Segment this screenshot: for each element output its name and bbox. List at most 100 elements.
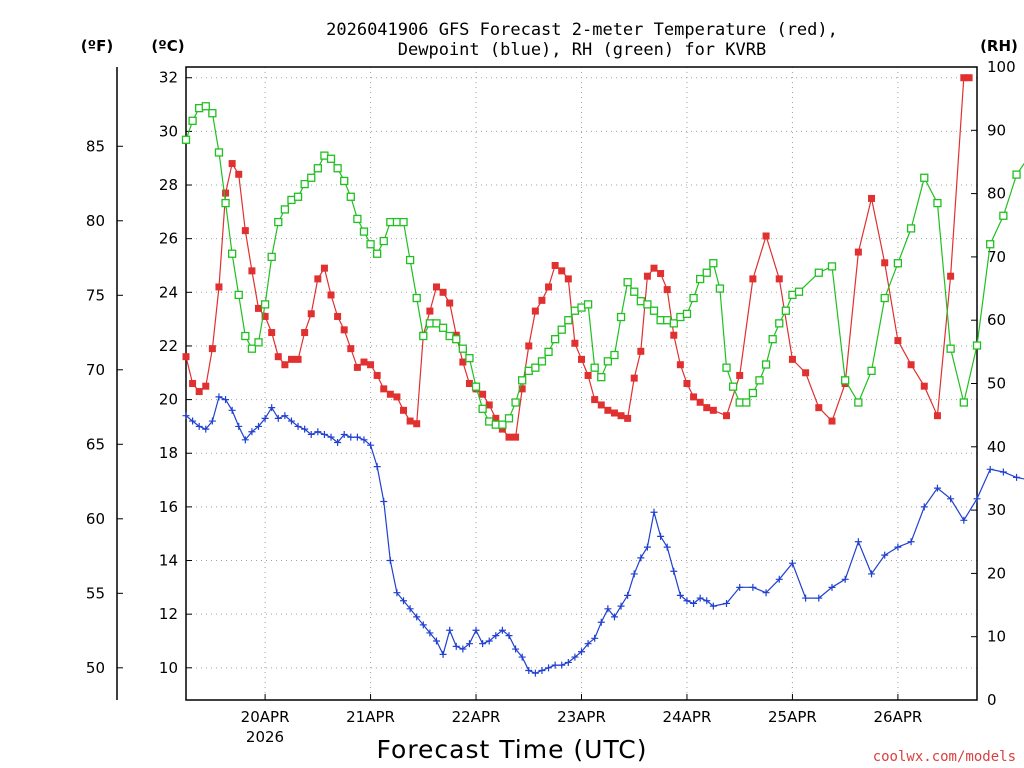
rh-point [794,287,804,296]
rh-tick-label: 20 [987,564,1006,582]
rh-point [188,116,197,125]
temperature-point [360,358,368,366]
dewpoint-point [723,599,731,607]
temperature-point [406,417,414,425]
dewpoint-point [788,559,796,567]
temperature-point [538,296,546,304]
dewpoint-point [591,634,599,642]
dewpoint-point [479,640,487,648]
rh-point [775,319,784,328]
dewpoint-point [380,498,388,506]
celsius-tick-label: 28 [159,176,178,194]
dewpoint-point [446,626,454,634]
celsius-tick-label: 30 [159,122,178,140]
temperature-point [960,74,968,82]
rh-tick-label: 90 [987,121,1006,139]
rh-point [504,414,514,423]
rh-point [340,176,349,186]
dewpoint-point [749,583,757,591]
year-label: 2026 [246,728,284,746]
dewpoint-point [663,543,671,551]
x-tick-label: 23APR [557,708,606,726]
temperature-point [340,326,348,334]
temperature-point [367,361,375,369]
temperature-point [182,353,190,361]
dewpoint-point [274,414,282,422]
celsius-tick-label: 14 [159,552,178,570]
x-tick-label: 22APR [452,708,501,726]
dewpoint-point [999,468,1007,476]
rh-point [366,240,375,249]
dewpoint-point [195,422,203,430]
dewpoint-point [452,642,460,650]
rh-point [326,154,336,163]
rh-point [452,335,461,344]
temperature-point [749,275,757,283]
dewpoint-point [208,417,216,425]
temperature-point [426,307,434,315]
temperature-point [485,401,493,409]
temperature-point [604,406,612,414]
dewpoint-point [386,557,394,565]
temperature-point [268,329,276,337]
rh-point [241,331,250,341]
dewpoint-point [564,658,572,666]
fahrenheit-tick-label: 55 [86,584,105,602]
dewpoint-point [960,516,968,524]
rh-point [616,312,626,322]
x-tick-label: 24APR [663,708,712,726]
rh-point [300,179,309,189]
temperature-point [617,412,625,420]
rh-point [214,148,224,157]
rh-point [458,344,468,353]
temperature-point [208,345,216,353]
temperature-point [828,417,836,425]
dewpoint-point [624,591,632,599]
temperature-point [545,283,553,291]
temperature-point [215,283,223,291]
temperature-point [334,312,342,320]
temperature-point [261,312,269,320]
rh-point [307,173,316,182]
rh-point [630,287,639,296]
fahrenheit-tick-label: 75 [86,286,105,304]
temperature-point [413,420,421,428]
temperature-point [241,227,249,235]
dewpoint-point [426,629,434,637]
temperature-point [498,425,506,433]
rh-point [880,293,889,303]
dewpoint-point [406,605,414,613]
rh-point [959,398,968,407]
temperature-point [703,404,711,412]
dewpoint-point [637,554,645,562]
dewpoint-point [222,396,230,404]
rh-point [583,300,593,309]
dewpoint-point [432,637,440,645]
temperature-point [400,406,408,414]
temperature-point [643,272,651,280]
dewpoint-point [505,632,513,640]
dewpoint-point [413,613,421,621]
fahrenheit-tick-label: 80 [86,212,105,230]
dewpoint-point [947,495,955,503]
rh-point [669,319,678,328]
celsius-tick-label: 16 [159,498,178,516]
dewpoint-point [868,570,876,578]
rh-point [227,249,237,258]
celsius-tick-label: 24 [159,283,178,301]
rh-point [933,198,942,208]
temperature-point [287,355,295,363]
dewpoint-point [248,428,256,436]
rh-point [920,173,929,182]
temperature-point [320,264,328,272]
rh-point [537,357,547,366]
dewpoint-point [301,425,309,433]
rh-point [379,236,388,246]
temperature-point [531,307,539,315]
rh-point [702,268,711,277]
dewpoint-point [920,503,928,511]
rh-point [906,224,916,233]
temperature-point [353,363,361,371]
dewpoint-point [373,463,381,471]
rh-point [748,388,758,398]
